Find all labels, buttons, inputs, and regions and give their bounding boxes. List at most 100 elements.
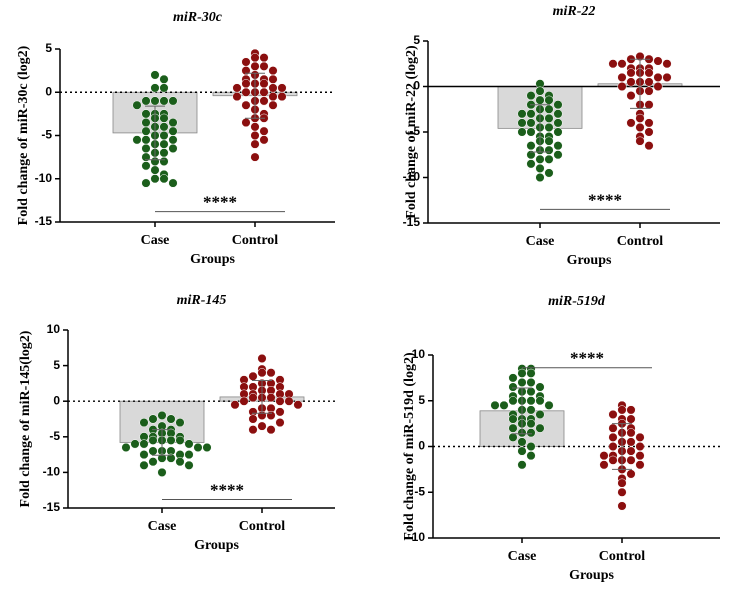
data-point bbox=[157, 410, 167, 420]
data-point bbox=[166, 435, 176, 445]
data-point bbox=[526, 405, 536, 415]
data-point bbox=[141, 143, 151, 154]
data-point bbox=[644, 127, 654, 137]
data-point bbox=[266, 368, 276, 378]
data-point bbox=[141, 178, 151, 188]
data-point bbox=[250, 152, 260, 162]
data-point bbox=[241, 100, 251, 110]
data-point bbox=[166, 414, 176, 424]
data-point bbox=[499, 400, 509, 410]
data-point bbox=[617, 81, 627, 92]
data-point bbox=[526, 127, 536, 137]
data-point bbox=[517, 460, 527, 470]
data-point bbox=[257, 421, 267, 431]
y-axis-label: Fold change of miR-519d (log2) bbox=[402, 352, 417, 541]
error-bar bbox=[245, 72, 265, 119]
data-point bbox=[526, 441, 536, 452]
data-point bbox=[626, 405, 636, 415]
data-point bbox=[626, 428, 636, 438]
data-point bbox=[275, 418, 285, 428]
data-point bbox=[159, 130, 169, 141]
y-tick-label: 5 bbox=[418, 393, 425, 407]
data-point bbox=[535, 423, 545, 433]
data-point bbox=[599, 451, 609, 461]
data-point bbox=[617, 72, 627, 82]
data-point bbox=[662, 59, 672, 69]
data-point bbox=[617, 59, 627, 69]
data-point bbox=[544, 154, 554, 164]
data-point bbox=[139, 450, 149, 460]
data-point bbox=[259, 87, 269, 97]
data-point bbox=[544, 168, 554, 178]
data-point bbox=[608, 432, 618, 442]
data-point bbox=[535, 86, 545, 96]
data-point bbox=[248, 425, 258, 435]
data-point bbox=[626, 455, 636, 465]
data-point bbox=[644, 118, 654, 128]
data-point bbox=[130, 439, 140, 449]
x-tick-label: Control bbox=[239, 519, 286, 534]
y-tick-label: -5 bbox=[41, 128, 52, 142]
data-point bbox=[517, 368, 527, 378]
significance-label: **** bbox=[570, 349, 604, 368]
data-point bbox=[653, 72, 663, 82]
y-tick-label: -5 bbox=[414, 484, 425, 498]
data-point bbox=[248, 371, 258, 381]
data-point bbox=[139, 460, 149, 470]
data-point bbox=[268, 83, 278, 93]
data-point bbox=[168, 143, 178, 154]
data-point bbox=[526, 118, 536, 128]
x-axis-label: Groups bbox=[194, 538, 239, 553]
error-bar bbox=[152, 429, 172, 456]
x-tick-label: Control bbox=[617, 234, 664, 249]
data-point bbox=[517, 377, 527, 388]
data-point bbox=[259, 96, 269, 106]
data-point bbox=[626, 469, 636, 479]
data-point bbox=[508, 414, 518, 424]
x-tick-label: Case bbox=[526, 234, 555, 249]
data-point bbox=[166, 453, 176, 463]
data-point bbox=[517, 127, 527, 137]
data-point bbox=[544, 95, 554, 105]
chart-title: miR-30c bbox=[173, 10, 223, 25]
data-point bbox=[159, 113, 169, 123]
data-point bbox=[277, 83, 287, 93]
data-point bbox=[644, 86, 654, 96]
data-point bbox=[148, 435, 158, 445]
data-point bbox=[526, 159, 536, 169]
data-point bbox=[526, 451, 536, 461]
data-point bbox=[132, 135, 142, 145]
y-tick-label: -10 bbox=[35, 171, 53, 185]
data-point bbox=[608, 59, 618, 69]
data-point bbox=[275, 396, 285, 406]
data-point bbox=[257, 368, 267, 378]
data-point bbox=[517, 446, 527, 456]
data-point bbox=[626, 91, 636, 101]
data-point bbox=[148, 414, 158, 424]
data-point bbox=[553, 150, 563, 160]
data-point bbox=[239, 396, 249, 406]
data-point bbox=[159, 122, 169, 132]
data-point bbox=[159, 74, 169, 84]
data-point bbox=[553, 118, 563, 128]
data-point bbox=[159, 156, 169, 166]
error-bar bbox=[630, 58, 650, 109]
data-point bbox=[635, 432, 645, 442]
data-point bbox=[250, 53, 260, 63]
data-point bbox=[241, 57, 251, 67]
data-point bbox=[132, 100, 142, 110]
data-point bbox=[259, 61, 269, 71]
data-point bbox=[121, 442, 131, 453]
data-point bbox=[184, 460, 194, 470]
x-tick-label: Case bbox=[148, 519, 177, 534]
data-point bbox=[508, 396, 518, 406]
data-point bbox=[635, 441, 645, 452]
y-tick-label: -15 bbox=[403, 215, 421, 229]
data-point bbox=[517, 118, 527, 128]
y-tick-label: -5 bbox=[409, 124, 420, 138]
data-point bbox=[617, 405, 627, 415]
data-point bbox=[526, 419, 536, 429]
error-bar bbox=[612, 423, 632, 470]
data-point bbox=[259, 126, 269, 136]
significance-label: **** bbox=[588, 190, 622, 209]
